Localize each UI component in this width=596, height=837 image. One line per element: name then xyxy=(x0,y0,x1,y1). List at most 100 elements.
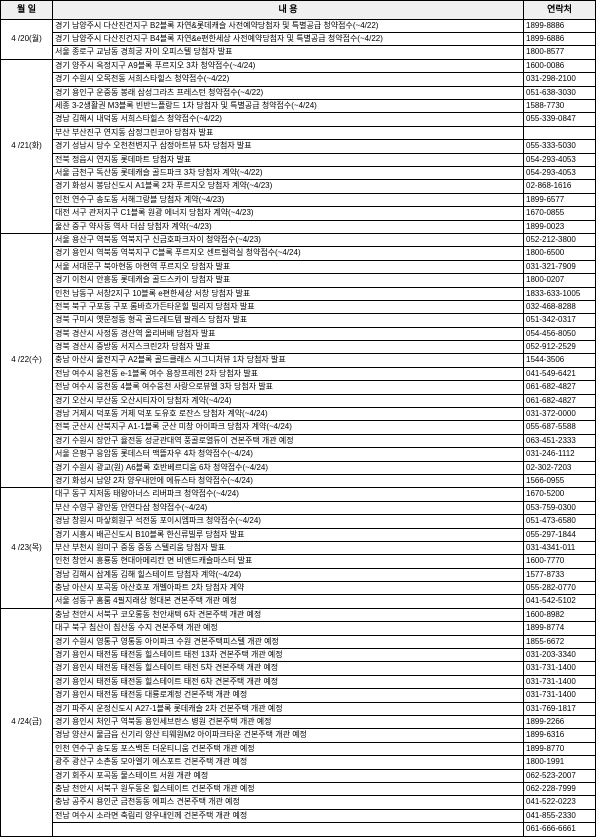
contact-cell: 053-759-0300 xyxy=(524,501,596,514)
content-cell: 경북 경산시 사정동 경산역 올리버배 당첨자 발표 xyxy=(53,327,524,340)
content-cell: 경남 김해시 내덕동 서희스타힐스 청약접수(~4/22) xyxy=(53,113,524,126)
content-cell: 경기 용인구 운중동 봉래 삼성그라츠 프레스턴 청약접수(~4/22) xyxy=(53,86,524,99)
table-row: 경기 이천시 안흥동 롯데캐슬 골드스카이 당첨자 발표1800-0207 xyxy=(1,274,596,287)
content-cell: 경기 용인시 역북동 역북지구 C블록 푸르지오 센트럴럭실 청약접수(~4/2… xyxy=(53,247,524,260)
contact-cell: 1600-7770 xyxy=(524,555,596,568)
table-row: 충남 천안시 서북구 원두동온 힐스테이트 건본주택 개관 예정062-228-… xyxy=(1,782,596,795)
table-row: 충남 공주시 용인군 금천동동 에피스 견본주택 개관 예정041-522-02… xyxy=(1,796,596,809)
contact-cell: 1800-8577 xyxy=(524,46,596,59)
table-row: 서울 은평구 응암동 롯데스터 맥뜰자우 4차 청약접수(~4/24)031-2… xyxy=(1,448,596,461)
contact-cell: 1833-633-1005 xyxy=(524,287,596,300)
content-cell: 경기 성남시 당수 오천천변지구 삼정아트뷰 5차 당첨자 발표 xyxy=(53,140,524,153)
content-cell: 충남 천안시 서북구 코오롱동 천안새텍 6차 견본주택 개관 예정 xyxy=(53,608,524,621)
table-row: 서울 종로구 교남동 경희궁 자이 오피스텔 당첨자 발표1800-8577 xyxy=(1,46,596,59)
content-cell: 울산 중구 약사동 역사 더샵 당첨자 계약(~4/23) xyxy=(53,220,524,233)
header-content: 내 용 xyxy=(53,1,524,20)
table-row: 경기 회주시 포곡동 물스테이트 서원 개관 예정062-523-2007 xyxy=(1,769,596,782)
table-row: 충남 아산시 울전지구 A2블록 골드클래스 시그니처뷰 1차 당첨자 발표15… xyxy=(1,354,596,367)
content-cell: 경남 양산시 물금읍 신기리 양산 티웨원M2 아이파크타운 건본주택 개관 예… xyxy=(53,729,524,742)
contact-cell: 051-342-0317 xyxy=(524,314,596,327)
contact-cell: 051-638-3030 xyxy=(524,86,596,99)
contact-cell: 031-372-0000 xyxy=(524,408,596,421)
table-row: 경남 거제시 덕포동 거제 덕포 도유호 로잔스 당첨자 계약(~4/24)03… xyxy=(1,408,596,421)
contact-cell: 031-246-1112 xyxy=(524,448,596,461)
contact-cell: 061-666-6661 xyxy=(524,823,596,836)
contact-cell: 1800-6500 xyxy=(524,247,596,260)
content-cell: 전북 군산시 산북지구 A1-1블록 군산 미창 아이파크 당첨자 계약(~4/… xyxy=(53,421,524,434)
content-cell: 경기 용인시 태전동 태전동 대룡로계정 건본주택 개관 예정 xyxy=(53,689,524,702)
content-cell: 서울 종로구 교남동 경희궁 자이 오피스텔 당첨자 발표 xyxy=(53,46,524,59)
table-row: 경기 수원시 오목천동 서희스타힐스 청약접수(~4/22)031-298-21… xyxy=(1,73,596,86)
date-cell: 4 /21(화) xyxy=(1,59,53,233)
table-row: 대구 북구 침산이 침산동 수지 견본주택 개관 예정1899-8774 xyxy=(1,622,596,635)
table-row: 경남 김해시 삼계동 김해 힐스테이트 당첨자 계약(~4/24)1577-87… xyxy=(1,568,596,581)
contact-cell: 02-302-7203 xyxy=(524,461,596,474)
table-row: 부산 부천시 원미구 중동 중동 스텔리움 당첨자 발표031-4341-011 xyxy=(1,541,596,554)
content-cell: 경기 수원시 오목천동 서희스타힐스 청약접수(~4/22) xyxy=(53,73,524,86)
contact-cell: 1566-0955 xyxy=(524,474,596,487)
contact-cell: 1899-6316 xyxy=(524,729,596,742)
table-row: 경기 파주시 운정신도시 A27-1블록 롯데캐슬 2차 건본주택 개관 예정0… xyxy=(1,702,596,715)
contact-cell: 055-687-5588 xyxy=(524,421,596,434)
contact-cell: 061-682-4827 xyxy=(524,394,596,407)
content-cell: 경기 수원시 광교(원) A6블록 호반베르디움 6차 청약접수(~4/24) xyxy=(53,461,524,474)
date-cell: 4 /20(월) xyxy=(1,19,53,59)
contact-cell: 031-769-1817 xyxy=(524,702,596,715)
table-row: 경기 남양주시 다산진건지구 B4블록 자연&e편한세상 사전예약당첨자 및 특… xyxy=(1,33,596,46)
contact-cell: 054-456-8050 xyxy=(524,327,596,340)
table-row: 경기 용인시 처인구 역북동 용인세브란스 병원 건본주택 개관 예정1899-… xyxy=(1,716,596,729)
content-cell: 충남 아산시 울전지구 A2블록 골드클래스 시그니처뷰 1차 당첨자 발표 xyxy=(53,354,524,367)
table-row: 전북 정읍시 연지동 롯데마트 당첨자 발표054-293-4053 xyxy=(1,153,596,166)
content-cell: 전남 여수시 응천동 e-1블록 여수 용장프레전 2차 당첨자 발표 xyxy=(53,367,524,380)
content-cell: 경기 화성시 봉담신도시 A1블록 2차 푸르지오 당첨자 계약(~4/23) xyxy=(53,180,524,193)
content-cell: 서울 용산구 역북동 역북지구 신금호파크자이 청약접수(~4/23) xyxy=(53,233,524,246)
header-contact: 연락처 xyxy=(524,1,596,20)
table-row: 경남 양산시 물금읍 신기리 양산 티웨원M2 아이파크타운 건본주택 개관 예… xyxy=(1,729,596,742)
contact-cell: 1600-0086 xyxy=(524,59,596,72)
table-row: 부산 부산진구 연지동 삼정그린코아 당첨자 발표 xyxy=(1,126,596,139)
table-row: 전남 여수시 소라면 축림리 양우내인께 건본주택 개관 예정041-855-2… xyxy=(1,809,596,822)
table-row: 경기 수원시 장안구 율전동 성균관대역 풍골로열듀이 견본주택 개관 예정06… xyxy=(1,434,596,447)
content-cell: 서울 은평구 응암동 롯데스터 맥뜰자우 4차 청약접수(~4/24) xyxy=(53,448,524,461)
contact-cell: 1800-0207 xyxy=(524,274,596,287)
table-row: 경기 용인시 태전동 태전동 힐스테이트 태전 13차 견본주택 개관 예정03… xyxy=(1,649,596,662)
content-cell: 경남 거제시 덕포동 거제 덕포 도유호 로잔스 당첨자 계약(~4/24) xyxy=(53,408,524,421)
table-row: 세종 3-2생활권 M3블록 빈반느플랑드 1차 당첨자 및 특별공급 청약접수… xyxy=(1,100,596,113)
table-row: 서울 서대문구 북아현동 아현역 푸르지오 당첨자 발표031-321-7909 xyxy=(1,260,596,273)
contact-cell: 041-549-6421 xyxy=(524,367,596,380)
contact-cell: 02-868-1616 xyxy=(524,180,596,193)
content-cell: 경기 회주시 포곡동 물스테이트 서원 개관 예정 xyxy=(53,769,524,782)
content-cell: 경남 창원시 마샇회원구 석전동 포이시엠파크 청약접수(~4/24) xyxy=(53,515,524,528)
table-row: 전북 군산시 산북지구 A1-1블록 군산 미창 아이파크 당첨자 계약(~4/… xyxy=(1,421,596,434)
contact-cell: 1544-3506 xyxy=(524,354,596,367)
table-row: 경기 용인시 태전동 태전동 대룡로계정 건본주택 개관 예정031-731-1… xyxy=(1,689,596,702)
content-cell: 광주 광산구 소촌동 모아엘기 에스포트 건본주택 개관 예정 xyxy=(53,756,524,769)
contact-cell: 1899-6577 xyxy=(524,193,596,206)
content-cell: 경기 화성시 남양 2차 양우내안에 에듀스타 청약접수(~4/24) xyxy=(53,474,524,487)
content-cell: 충남 천안시 서북구 원두동온 힐스테이트 건본주택 개관 예정 xyxy=(53,782,524,795)
contact-cell: 031-731-1400 xyxy=(524,662,596,675)
content-cell: 충남 공주시 용인군 금천동동 에피스 견본주택 개관 예정 xyxy=(53,796,524,809)
table-row: 4 /20(월)경기 남양주시 다산진건지구 B2블록 자연&롯데캐슬 사전예약… xyxy=(1,19,596,32)
content-cell: 경기 수원시 영통구 영통동 아이파크 수원 견본주택피스텔 개관 예정 xyxy=(53,635,524,648)
contact-cell: 052-212-3800 xyxy=(524,233,596,246)
content-cell: 서울 금천구 독산동 롯데캐슬 골드파크 3차 당첨자 계약(~4/22) xyxy=(53,166,524,179)
table-row: 경기 수원시 광교(원) A6블록 호반베르디움 6차 청약접수(~4/24)0… xyxy=(1,461,596,474)
contact-cell: 031-298-2100 xyxy=(524,73,596,86)
table-row: 대전 서구 관저지구 C1블록 원광 에너지 당첨자 계약(~4/23)1670… xyxy=(1,207,596,220)
content-cell: 경기 용인시 태전동 태전동 힐스테이트 태전 13차 견본주택 개관 예정 xyxy=(53,649,524,662)
contact-cell: 1899-8886 xyxy=(524,19,596,32)
contact-cell: 062-523-2007 xyxy=(524,769,596,782)
content-cell: 인천 연수구 송도동 서해그랑블 당첨자 계약(~4/23) xyxy=(53,193,524,206)
content-cell: 경기 파주시 운정신도시 A27-1블록 롯데캐슬 2차 건본주택 개관 예정 xyxy=(53,702,524,715)
content-cell: 인천 남동구 서창2지구 10블록 e편한세상 서창 당첨자 발표 xyxy=(53,287,524,300)
table-row: 4 /24(금)충남 천안시 서북구 코오롱동 천안새텍 6차 견본주택 개관 … xyxy=(1,608,596,621)
contact-cell: 031-203-3340 xyxy=(524,649,596,662)
contact-cell: 032-468-8288 xyxy=(524,300,596,313)
header-date: 월 일 xyxy=(1,1,53,20)
table-row: 경남 김해시 내덕동 서희스타힐스 청약접수(~4/22)055-339-084… xyxy=(1,113,596,126)
contact-cell: 1855-6672 xyxy=(524,635,596,648)
content-cell: 전북 정읍시 연지동 롯데마트 당첨자 발표 xyxy=(53,153,524,166)
date-cell: 4 /23(목) xyxy=(1,488,53,609)
date-cell: 4 /22(수) xyxy=(1,233,53,487)
